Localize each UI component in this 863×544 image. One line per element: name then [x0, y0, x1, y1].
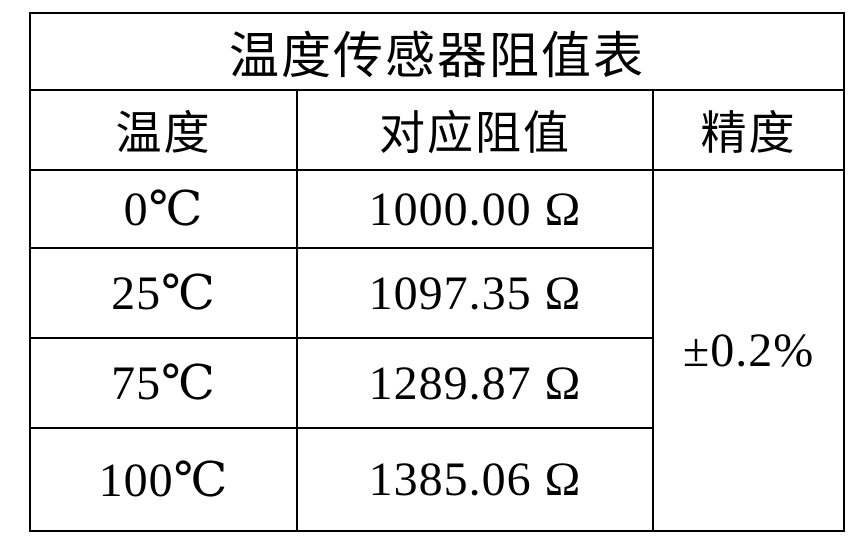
header-row: 温度 对应阻值 精度 [29, 89, 846, 171]
precision-cell: ±0.2% [651, 169, 846, 532]
resistance-cell: 1097.35 Ω [296, 247, 654, 339]
table-row: 75℃ 1289.87 Ω [29, 337, 844, 429]
table-row: 25℃ 1097.35 Ω [29, 247, 844, 339]
table-row: 0℃ 1000.00 Ω ±0.2% [29, 169, 846, 532]
column-header-precision: 精度 [651, 89, 846, 171]
column-header-temperature: 温度 [29, 89, 298, 171]
temperature-cell: 75℃ [29, 337, 298, 429]
table-title: 温度传感器阻值表 [28, 12, 846, 91]
table-row: 100℃ 1385.06 Ω [29, 427, 844, 532]
temperature-cell: 0℃ [29, 169, 298, 249]
resistance-cell: 1289.87 Ω [296, 337, 654, 429]
resistance-cell: 1000.00 Ω [296, 169, 654, 249]
temperature-cell: 100℃ [29, 427, 298, 532]
title-row: 温度传感器阻值表 [28, 12, 846, 91]
temperature-cell: 25℃ [29, 247, 298, 339]
resistance-table: 温度传感器阻值表 温度 对应阻值 精度 0℃ 1000.00 Ω ±0.2% 2… [28, 12, 846, 532]
resistance-cell: 1385.06 Ω [296, 427, 654, 532]
column-header-resistance: 对应阻值 [296, 89, 654, 171]
